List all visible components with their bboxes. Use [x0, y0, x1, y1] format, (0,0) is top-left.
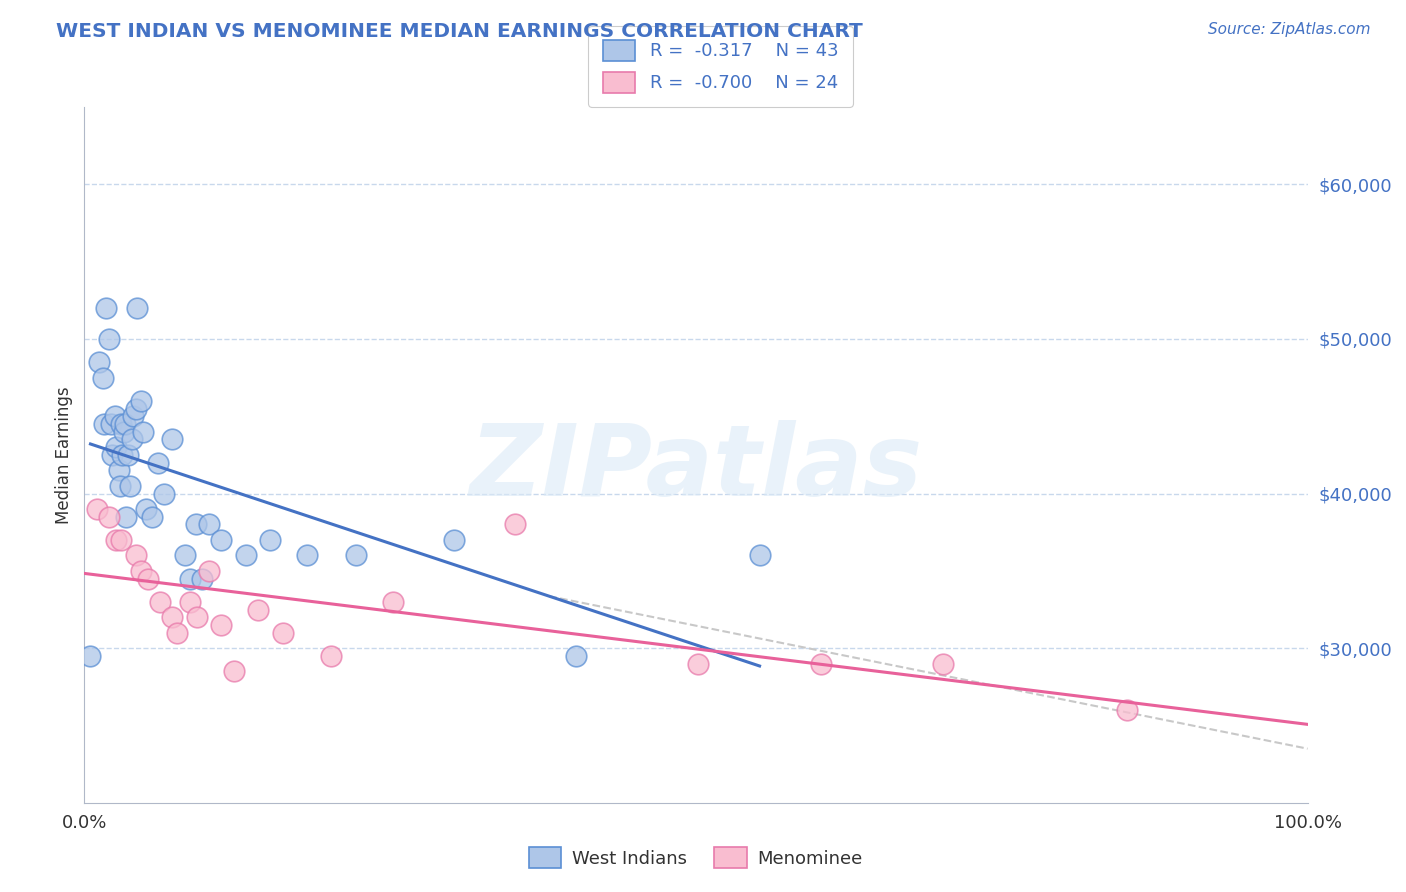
Point [125, 401, 148, 416]
Point [688, 657, 710, 671]
Point [198, 564, 221, 578]
Point [118, 479, 141, 493]
Point [101, 448, 124, 462]
Point [209, 618, 232, 632]
Point [247, 602, 270, 616]
Point [105, 440, 128, 454]
Text: ZIPatlas: ZIPatlas [470, 420, 922, 517]
Point [129, 564, 152, 578]
Point [122, 409, 145, 424]
Point [184, 517, 207, 532]
Point [209, 533, 232, 547]
Point [136, 572, 159, 586]
Point [166, 625, 188, 640]
Point [186, 610, 208, 624]
Point [222, 665, 245, 679]
Point [235, 549, 257, 563]
Point [198, 517, 221, 532]
Point [97, 509, 120, 524]
Point [153, 486, 176, 500]
Point [125, 549, 148, 563]
Point [932, 657, 955, 671]
Point [132, 425, 155, 439]
Point [149, 595, 172, 609]
Point [179, 572, 201, 586]
Point [121, 433, 143, 447]
Point [141, 509, 163, 524]
Point [321, 648, 343, 663]
Point [112, 425, 135, 439]
Point [1115, 703, 1137, 717]
Point [104, 409, 127, 424]
Point [503, 517, 526, 532]
Point [117, 448, 139, 462]
Point [173, 549, 195, 563]
Point [93, 417, 115, 431]
Point [100, 417, 122, 431]
Point [146, 456, 169, 470]
Point [86, 502, 108, 516]
Point [135, 502, 157, 516]
Point [96, 301, 118, 315]
Point [87, 355, 110, 369]
Point [259, 533, 281, 547]
Point [191, 572, 214, 586]
Point [107, 463, 129, 477]
Point [271, 625, 294, 640]
Point [110, 533, 132, 547]
Point [381, 595, 404, 609]
Point [162, 433, 184, 447]
Point [114, 417, 136, 431]
Point [115, 509, 138, 524]
Point [565, 648, 588, 663]
Point [162, 610, 184, 624]
Point [97, 332, 120, 346]
Y-axis label: Median Earnings: Median Earnings [55, 386, 73, 524]
Text: Source: ZipAtlas.com: Source: ZipAtlas.com [1208, 22, 1371, 37]
Legend: West Indians, Menominee: West Indians, Menominee [520, 838, 872, 877]
Point [105, 533, 128, 547]
Point [110, 417, 132, 431]
Point [810, 657, 832, 671]
Point [129, 393, 152, 408]
Point [108, 479, 131, 493]
Point [179, 595, 201, 609]
Point [111, 448, 134, 462]
Point [748, 549, 770, 563]
Point [443, 533, 465, 547]
Point [125, 301, 148, 315]
Point [344, 549, 367, 563]
Point [79, 648, 101, 663]
Point [295, 549, 318, 563]
Text: WEST INDIAN VS MENOMINEE MEDIAN EARNINGS CORRELATION CHART: WEST INDIAN VS MENOMINEE MEDIAN EARNINGS… [56, 22, 863, 41]
Point [91, 370, 114, 384]
